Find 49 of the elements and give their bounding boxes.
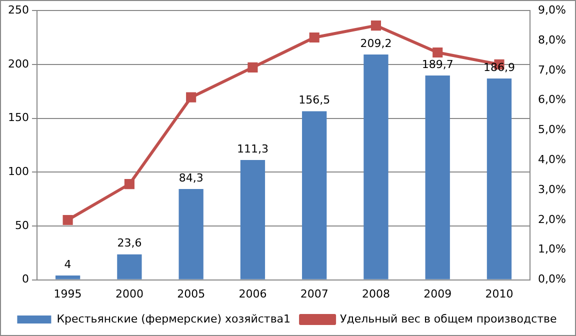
bar	[302, 111, 327, 280]
point	[248, 62, 258, 72]
y2-tick-label: 5,0%	[538, 123, 566, 136]
y2-tick-label: 3,0%	[538, 182, 566, 196]
y2-tick-label: 2,0%	[538, 212, 566, 226]
point	[62, 214, 73, 226]
y-tick-label: 100	[8, 164, 29, 178]
y2-tick-label: 6,0%	[538, 93, 566, 106]
legend-label: Крестьянские (фермерские) хозяйства1	[56, 312, 291, 326]
y2-tick-label: 8,0%	[538, 33, 566, 46]
y-tick-label: 250	[8, 3, 29, 16]
bar	[240, 160, 266, 280]
x-tick-label: 2000	[115, 287, 144, 300]
point	[309, 32, 320, 43]
data-label: 189,7	[422, 58, 454, 71]
data-label: 23,6	[117, 236, 142, 250]
data-label: 156,5	[298, 94, 330, 107]
point	[124, 179, 134, 190]
bar	[425, 76, 450, 280]
y-tick-label: 200	[8, 57, 29, 70]
x-tick-label: 2008	[362, 287, 390, 300]
y2-tick-label: 0,0%	[538, 272, 566, 286]
data-label: 84,3	[178, 171, 204, 184]
point	[186, 92, 196, 102]
x-tick-label: 2007	[300, 287, 328, 300]
bar	[364, 54, 388, 280]
y-tick-label: 50	[14, 218, 29, 232]
x-tick-label: 2010	[485, 287, 514, 300]
point	[432, 47, 443, 58]
bar	[117, 254, 142, 280]
x-tick-label: 2005	[177, 287, 206, 300]
data-label: 186,9	[483, 60, 515, 74]
x-tick-label: 2006	[238, 287, 267, 300]
y-tick-label: 0	[22, 272, 29, 286]
bar	[55, 275, 80, 280]
x-tick-label: 2009	[424, 287, 452, 300]
y2-tick-label: 9,0%	[538, 3, 566, 16]
data-label: 209,2	[360, 36, 392, 50]
y2-tick-label: 7,0%	[538, 63, 566, 76]
y-tick-label: 150	[8, 111, 29, 124]
x-tick-label: 1995	[54, 287, 82, 300]
bar	[178, 189, 204, 280]
legend-label: Удельный вес в общем производстве	[340, 312, 558, 326]
bar	[486, 78, 512, 280]
y2-tick-label: 4,0%	[538, 153, 566, 166]
point	[370, 20, 382, 31]
data-label: 111,3	[236, 142, 268, 156]
y2-tick-label: 1,0%	[538, 242, 566, 256]
data-label: 4	[64, 258, 72, 271]
